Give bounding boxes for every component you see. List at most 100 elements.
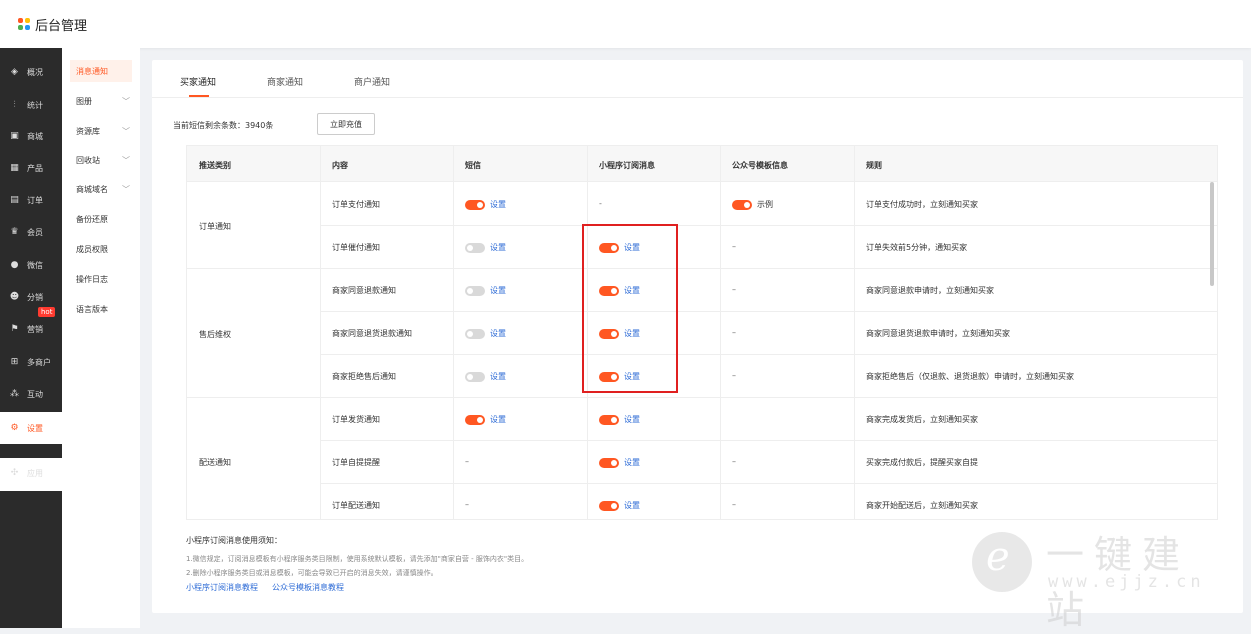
sidebar-item-interact[interactable]: ⁂ 互动 [10, 389, 43, 399]
note-line-1: 1.微信规定，订阅消息模板有小程序服务类目限制，使用系统默认模板，请先添加"商家… [186, 555, 529, 563]
flag-icon: ⚑ [10, 324, 19, 334]
sms-toggle[interactable] [465, 415, 485, 425]
sidebar-item-distribution[interactable]: ☻ 分销 [9, 292, 43, 302]
setting-link[interactable]: 设置 [624, 372, 640, 381]
sidebar-item-wechat[interactable]: ● 微信 [10, 260, 43, 270]
interact-icon: ⁂ [10, 389, 19, 399]
col-content: 内容 [332, 161, 348, 170]
row-content: 订单催付通知 [332, 243, 380, 252]
setting-link[interactable]: 设置 [490, 286, 506, 295]
sms-toggle[interactable] [465, 200, 485, 210]
table-scrollbar[interactable] [1210, 182, 1214, 286]
row-content: 商家拒绝售后通知 [332, 372, 396, 381]
setting-link[interactable]: 设置 [490, 329, 506, 338]
tab-buyer[interactable]: 买家通知 [180, 78, 217, 88]
sms-empty: – [465, 457, 469, 466]
mini-toggle[interactable] [599, 286, 619, 296]
settings-subnav: 消息通知 图册 ﹀ 资源库 ﹀ 回收站 ﹀ 商城域名 ﹀ 备份还原 成员权限 操作日志 … [62, 48, 140, 628]
order-icon: ▤ [10, 195, 19, 205]
sidebar-item-merchants[interactable]: ⊞ 多商户 [10, 357, 51, 367]
subnav-item-notifications[interactable]: 消息通知 [70, 60, 132, 82]
subnav-item-backup[interactable]: 备份还原 [76, 214, 108, 224]
official-empty: – [732, 500, 736, 509]
sidebar-item-orders[interactable]: ▤ 订单 [10, 195, 43, 205]
chart-icon: ⫶ [13, 100, 16, 110]
setting-link[interactable]: 设置 [490, 372, 506, 381]
subnav-item-language[interactable]: 语言版本 [76, 304, 108, 314]
subnav-item-permissions[interactable]: 成员权限 [76, 244, 108, 254]
tab-merchant[interactable]: 商户通知 [354, 78, 391, 88]
sidebar-item-overview[interactable]: ◈ 概况 [0, 56, 62, 88]
official-toggle[interactable] [732, 200, 752, 210]
row-content: 商家同意退货退款通知 [332, 329, 412, 338]
sidebar-item-members[interactable]: ♛ 会员 [10, 227, 43, 237]
official-empty: – [732, 371, 736, 380]
subnav-item-recycle[interactable]: 回收站 ﹀ [76, 155, 130, 165]
top-bar: 后台管理 [0, 0, 1251, 48]
sms-toggle[interactable] [465, 243, 485, 253]
subnav-item-albums[interactable]: 图册 ﹀ [76, 96, 130, 106]
setting-link[interactable]: 设置 [624, 415, 640, 424]
mini-program-tutorial-link[interactable]: 小程序订阅消息教程 [186, 583, 258, 592]
sidebar-item-mall[interactable]: ▣ 商城 [10, 131, 43, 141]
sms-toggle[interactable] [465, 372, 485, 382]
layers-icon: ◈ [11, 67, 18, 77]
sidebar-item-products[interactable]: ▦ 产品 [10, 163, 43, 173]
sms-empty: – [465, 500, 469, 509]
setting-link[interactable]: 设置 [624, 458, 640, 467]
setting-link[interactable]: 设置 [490, 200, 506, 209]
notification-table: 推送类别 内容 短信 小程序订阅消息 公众号模板信息 规则 订单通知 售后维权 … [186, 145, 1218, 520]
watermark: e 一键建站 www.ejjz.cn [972, 524, 1234, 632]
row-rule: 商家同意退款申请时，立刻通知买家 [866, 286, 994, 295]
shop-icon: ▣ [10, 131, 19, 141]
mini-toggle[interactable] [599, 329, 619, 339]
sidebar-item-stats[interactable]: ⫶ 统计 [0, 89, 62, 121]
setting-link[interactable]: 设置 [490, 415, 506, 424]
setting-link[interactable]: 设置 [624, 329, 640, 338]
tab-bar: 买家通知 商家通知 商户通知 [152, 60, 1243, 98]
row-content: 订单支付通知 [332, 200, 380, 209]
example-link[interactable]: 示例 [757, 200, 773, 209]
mini-toggle[interactable] [599, 501, 619, 511]
mini-toggle[interactable] [599, 372, 619, 382]
mini-toggle[interactable] [599, 458, 619, 468]
main-card: 买家通知 商家通知 商户通知 当前短信剩余条数：3940条 立即充值 推送类别 … [152, 60, 1243, 613]
subnav-item-domain[interactable]: 商城域名 ﹀ [76, 184, 130, 194]
sidebar-item-settings[interactable]: ⚙ 设置 [0, 412, 62, 444]
tab-seller[interactable]: 商家通知 [267, 78, 304, 88]
watermark-url: www.ejjz.cn [1048, 572, 1205, 592]
subnav-item-logs[interactable]: 操作日志 [76, 274, 108, 284]
main-sidebar: ◈ 概况 ⫶ 统计 ▣ 商城 ▦ 产品 ▤ 订单 ♛ 会员 ● 微信 ☻ 分销 hot ⚑ 营销 ⊞… [0, 48, 62, 628]
official-empty: – [732, 328, 736, 337]
official-empty: – [732, 457, 736, 466]
subnav-item-resources[interactable]: 资源库 ﹀ [76, 126, 130, 136]
category-order: 订单通知 [199, 222, 231, 231]
official-empty: – [732, 242, 736, 251]
sms-toggle[interactable] [465, 329, 485, 339]
col-category: 推送类别 [199, 161, 231, 170]
row-rule: 商家同意退货退款申请时，立刻通知买家 [866, 329, 1010, 338]
sms-toggle[interactable] [465, 286, 485, 296]
notes-title: 小程序订阅消息使用须知： [186, 536, 282, 545]
setting-link[interactable]: 设置 [490, 243, 506, 252]
chevron-down-icon: ﹀ [122, 184, 130, 194]
category-aftersale: 售后维权 [199, 330, 231, 339]
official-account-tutorial-link[interactable]: 公众号模板消息教程 [272, 583, 344, 592]
mini-toggle[interactable] [599, 243, 619, 253]
row-rule: 订单支付成功时，立刻通知买家 [866, 200, 978, 209]
mini-toggle[interactable] [599, 415, 619, 425]
category-delivery: 配送通知 [199, 458, 231, 467]
sms-balance: 当前短信剩余条数：3940条 [173, 121, 274, 130]
apps-icon: ✣ [10, 468, 19, 478]
row-content: 订单自提提醒 [332, 458, 380, 467]
recharge-button[interactable]: 立即充值 [317, 113, 375, 135]
setting-link[interactable]: 设置 [624, 501, 640, 510]
setting-link[interactable]: 设置 [624, 286, 640, 295]
official-empty: – [732, 285, 736, 294]
row-rule: 订单失效前5分钟，通知买家 [866, 243, 968, 252]
row-rule: 商家拒绝售后（仅退款、退货退款）申请时，立刻通知买家 [866, 372, 1074, 381]
sidebar-item-apps[interactable]: ✣ 应用 [10, 468, 43, 478]
row-content: 商家同意退款通知 [332, 286, 396, 295]
setting-link[interactable]: 设置 [624, 243, 640, 252]
sidebar-item-marketing[interactable]: hot ⚑ 营销 [0, 307, 62, 345]
